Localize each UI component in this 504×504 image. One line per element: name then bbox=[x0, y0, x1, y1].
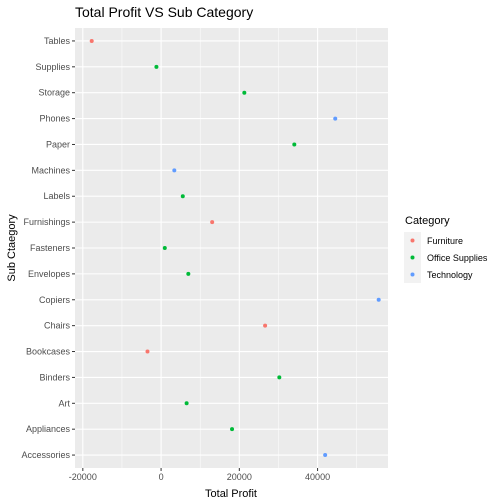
y-tick-label: Copiers bbox=[39, 295, 71, 305]
data-point bbox=[186, 271, 191, 276]
y-tick-label: Furnishings bbox=[23, 217, 70, 227]
data-point bbox=[333, 116, 338, 121]
legend: Category Furniture Office Supplies Technol… bbox=[404, 215, 488, 283]
legend-swatch bbox=[410, 272, 415, 277]
data-point bbox=[292, 142, 297, 147]
x-tick-label: 40000 bbox=[305, 472, 330, 482]
data-point bbox=[242, 90, 247, 95]
data-point bbox=[230, 427, 235, 432]
data-point bbox=[376, 297, 381, 302]
data-point bbox=[89, 38, 94, 43]
y-tick-label: Binders bbox=[39, 372, 70, 382]
legend-label: Technology bbox=[427, 270, 473, 280]
data-points bbox=[89, 38, 381, 458]
y-tick-label: Fasteners bbox=[30, 243, 71, 253]
x-tick-label: 20000 bbox=[227, 472, 252, 482]
data-point bbox=[172, 168, 177, 173]
data-point bbox=[184, 401, 189, 406]
x-tick-label: 0 bbox=[159, 472, 164, 482]
y-tick-label: Machines bbox=[31, 165, 70, 175]
y-tick-label: Accessories bbox=[21, 450, 70, 460]
y-tick-label: Supplies bbox=[35, 62, 70, 72]
y-tick-label: Appliances bbox=[26, 424, 71, 434]
y-tick-label: Tables bbox=[44, 36, 71, 46]
legend-label: Furniture bbox=[427, 236, 463, 246]
legend-items: Furniture Office Supplies Technology bbox=[404, 232, 488, 283]
chart-title: Total Profit VS Sub Category bbox=[75, 4, 253, 20]
y-tick-label: Chairs bbox=[44, 321, 71, 331]
data-point bbox=[154, 64, 159, 69]
y-tick-label: Bookcases bbox=[26, 347, 71, 357]
data-point bbox=[162, 246, 167, 250]
data-point bbox=[263, 323, 268, 328]
data-point bbox=[210, 220, 215, 225]
data-point bbox=[277, 375, 282, 380]
x-axis-title: Total Profit bbox=[205, 488, 257, 500]
data-point bbox=[145, 349, 150, 354]
x-tick-label: -20000 bbox=[69, 472, 97, 482]
legend-swatch bbox=[410, 238, 415, 243]
legend-swatch bbox=[410, 255, 415, 260]
y-tick-label: Phones bbox=[39, 114, 70, 124]
data-point bbox=[323, 453, 328, 458]
y-axis-title: Sub Ctaegory bbox=[6, 214, 18, 282]
y-tick-label: Art bbox=[58, 398, 70, 408]
data-point bbox=[180, 194, 185, 199]
y-tick-label: Paper bbox=[46, 139, 70, 149]
legend-label: Office Supplies bbox=[427, 253, 488, 263]
y-tick-label: Labels bbox=[43, 191, 70, 201]
legend-title: Category bbox=[405, 215, 450, 227]
y-tick-label: Storage bbox=[38, 88, 70, 98]
y-axis-ticks: Accessories Appliances Art Binders Bookcases… bbox=[21, 36, 75, 460]
x-axis-ticks: -20000 0 20000 40000 bbox=[69, 468, 330, 482]
y-tick-label: Envelopes bbox=[28, 269, 71, 279]
